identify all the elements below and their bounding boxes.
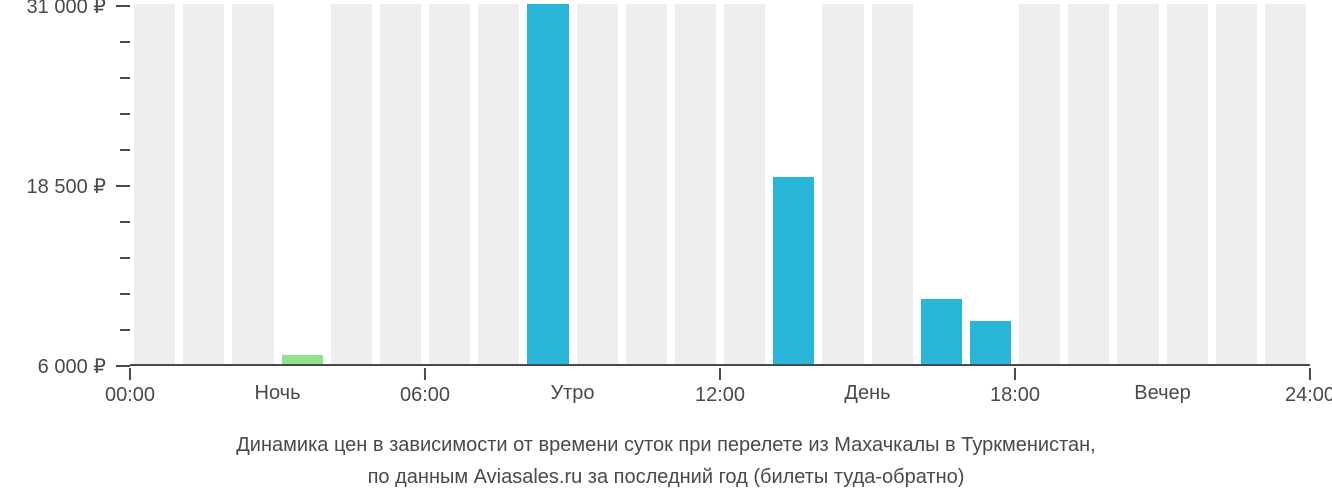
price-bar <box>921 299 962 364</box>
bar-slot <box>671 6 720 364</box>
bar-slot <box>720 6 769 364</box>
bar-slot <box>179 6 228 364</box>
placeholder-bar <box>577 4 618 364</box>
bar-slot <box>523 6 572 364</box>
x-segment-label: Вечер <box>1134 382 1190 405</box>
bar-slot <box>818 6 867 364</box>
x-tick-label: 18:00 <box>990 384 1040 407</box>
price-bar <box>773 177 814 364</box>
bar-slot <box>622 6 671 364</box>
placeholder-bar <box>724 4 765 364</box>
bar-slot <box>376 6 425 364</box>
bar-slot <box>228 6 277 364</box>
bar-slot <box>573 6 622 364</box>
y-tick-mark <box>120 41 130 43</box>
caption-line-2: по данным Aviasales.ru за последний год … <box>0 462 1332 492</box>
x-tick-mark <box>1014 368 1016 380</box>
x-tick-label: 12:00 <box>695 384 745 407</box>
x-tick-mark <box>1309 368 1311 380</box>
x-tick-label: 24:00 <box>1285 384 1332 407</box>
y-tick-mark <box>116 5 130 7</box>
bar-slot <box>278 6 327 364</box>
bar-slot <box>868 6 917 364</box>
price-bar <box>970 321 1011 364</box>
caption-line-1: Динамика цен в зависимости от времени су… <box>0 430 1332 460</box>
placeholder-bar <box>1019 4 1060 364</box>
x-tick: 24:00 <box>1285 368 1332 407</box>
y-tick-mark <box>116 365 130 367</box>
bar-slot <box>425 6 474 364</box>
placeholder-bar <box>380 4 421 364</box>
x-segment-label: Утро <box>550 382 594 405</box>
y-tick-label: 18 500 ₽ <box>27 174 106 199</box>
x-tick: 06:00 <box>400 368 450 407</box>
bar-slot <box>1163 6 1212 364</box>
plot-area <box>130 6 1310 366</box>
bars-container <box>130 6 1310 364</box>
x-tick-label: 00:00 <box>105 384 155 407</box>
bar-slot <box>130 6 179 364</box>
y-tick-label: 6 000 ₽ <box>38 354 106 379</box>
placeholder-bar <box>1216 4 1257 364</box>
y-tick-label: 31 000 ₽ <box>27 0 106 19</box>
placeholder-bar <box>1265 4 1306 364</box>
x-tick-mark <box>719 368 721 380</box>
placeholder-bar <box>1068 4 1109 364</box>
bar-slot <box>1113 6 1162 364</box>
price-bar <box>527 4 568 364</box>
x-axis: 00:0006:0012:0018:0024:00НочьУтроДеньВеч… <box>130 368 1310 408</box>
x-segment-label: День <box>844 382 890 405</box>
y-tick-mark <box>120 77 130 79</box>
bar-slot <box>1064 6 1113 364</box>
bar-slot <box>1261 6 1310 364</box>
placeholder-bar <box>134 4 175 364</box>
placeholder-bar <box>822 4 863 364</box>
y-tick-mark <box>120 293 130 295</box>
x-tick: 18:00 <box>990 368 1040 407</box>
x-tick: 00:00 <box>105 368 155 407</box>
placeholder-bar <box>232 4 273 364</box>
placeholder-bar <box>183 4 224 364</box>
x-tick-mark <box>129 368 131 380</box>
placeholder-bar <box>626 4 667 364</box>
bar-slot <box>1212 6 1261 364</box>
x-tick-label: 06:00 <box>400 384 450 407</box>
placeholder-bar <box>675 4 716 364</box>
bar-slot <box>769 6 818 364</box>
bar-slot <box>327 6 376 364</box>
placeholder-bar <box>1117 4 1158 364</box>
price-by-hour-chart: 31 000 ₽ 18 500 ₽ 6 000 ₽ 00:00 06:00 12:00 1… <box>0 0 1332 502</box>
bar-slot <box>474 6 523 364</box>
y-tick-mark <box>120 149 130 151</box>
x-tick-mark <box>424 368 426 380</box>
y-tick-mark <box>120 329 130 331</box>
y-tick-mark <box>120 113 130 115</box>
placeholder-bar <box>429 4 470 364</box>
y-tick-mark <box>116 185 130 187</box>
bar-slot <box>917 6 966 364</box>
x-tick: 12:00 <box>695 368 745 407</box>
placeholder-bar <box>331 4 372 364</box>
bar-slot <box>966 6 1015 364</box>
bar-slot <box>1015 6 1064 364</box>
placeholder-bar <box>1167 4 1208 364</box>
x-segment-label: Ночь <box>255 382 301 405</box>
y-tick-mark <box>120 257 130 259</box>
y-tick-mark <box>120 221 130 223</box>
placeholder-bar <box>478 4 519 364</box>
placeholder-bar <box>872 4 913 364</box>
y-axis: 31 000 ₽18 500 ₽6 000 ₽ <box>0 0 130 360</box>
price-bar <box>282 355 323 364</box>
